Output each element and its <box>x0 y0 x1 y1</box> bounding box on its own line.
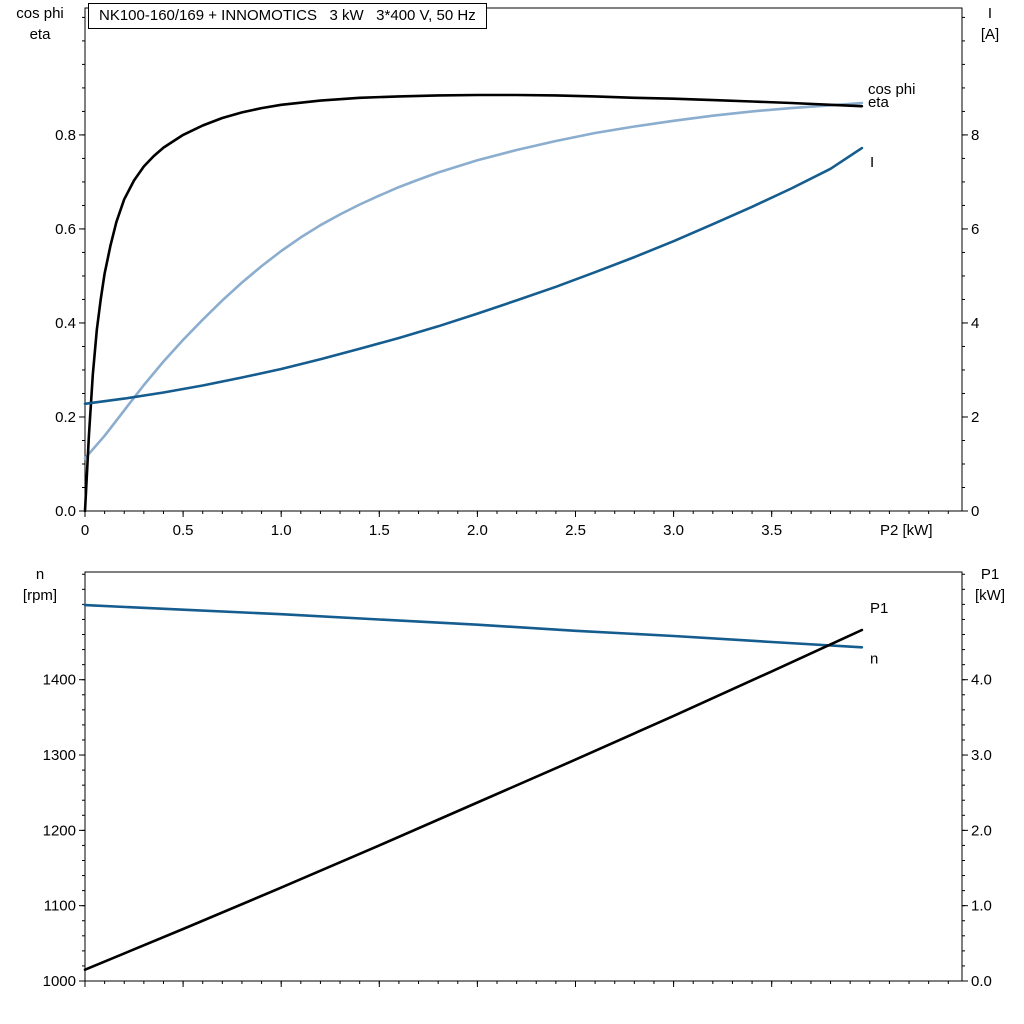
x-tick-label: 0.5 <box>173 522 194 539</box>
right-tick-label: 0.0 <box>971 973 992 990</box>
lower-x-axis <box>84 981 949 987</box>
x-tick-label: 2.0 <box>467 522 488 539</box>
chart-title-box: NK100-160/169 + INNOMOTICS 3 kW 3*400 V,… <box>88 3 487 29</box>
left-tick-label: 0.2 <box>55 409 76 426</box>
right-tick-label: 2.0 <box>971 822 992 839</box>
upper-left-axis-title-line2: eta <box>29 26 51 43</box>
lower-left-axis-title-line1: n <box>35 566 45 583</box>
upper-left-axis-title-line1: cos phi <box>16 5 64 22</box>
upper-right-axis-title-line2: [A] <box>980 26 1000 43</box>
series-speed-label: n <box>870 650 878 667</box>
upper-chart: 0 0.5 1.0 1.5 2.0 2.5 3.0 3.5 P2 [kW]0.00.20.40.… <box>55 7 979 539</box>
left-tick-label: 0.6 <box>55 221 76 238</box>
x-tick-label: 3.5 <box>761 522 782 539</box>
lower-left-axis: 1000 1100 1200 1300 1400 <box>43 573 85 990</box>
x-tick-label: 0 <box>81 522 89 539</box>
right-tick-label: 4 <box>971 315 979 332</box>
upper-chart-svg: 0 0.5 1.0 1.5 2.0 2.5 3.0 3.5 P2 [kW]0.00.20.40.… <box>55 7 979 539</box>
left-tick-label: 1400 <box>43 672 76 689</box>
series-current-curve <box>83 146 864 406</box>
right-tick-label: 8 <box>971 127 979 144</box>
right-tick-label: 0 <box>971 503 979 520</box>
lower-right-axis: 0.0 1.0 2.0 3.0 4.0 <box>962 573 992 990</box>
x-tick-label: 3.0 <box>663 522 684 539</box>
right-tick-label: 6 <box>971 221 979 238</box>
upper-right-axis: 0 2 4 6 8 <box>962 16 979 520</box>
right-tick-label: 1.0 <box>971 898 992 915</box>
left-tick-label: 1100 <box>44 898 76 915</box>
series-p1-curve <box>83 628 864 971</box>
upper-left-axis-title: cos phi eta <box>2 3 78 45</box>
x-tick-label: 1.5 <box>369 522 390 539</box>
right-tick-label: 4.0 <box>971 672 992 689</box>
x-tick-label: 2.5 <box>565 522 586 539</box>
x-axis-label: P2 [kW] <box>880 522 933 539</box>
series-eta-curve <box>83 93 864 513</box>
lower-right-axis-title-line2: [kW] <box>975 587 1005 604</box>
upper-right-axis-title: I [A] <box>962 3 1018 45</box>
right-tick-label: 2 <box>971 409 979 426</box>
left-tick-label: 0.8 <box>55 127 76 144</box>
series-speed-curve <box>83 603 864 649</box>
upper-left-axis: 0.0 0.2 0.4 0.6 0.8 <box>55 16 85 520</box>
lower-left-axis-title-line2: [rpm] <box>22 587 58 604</box>
lower-chart: 1000 1100 1200 1300 1400 0.0 1.0 2.0 3.0 4.0 n P1 <box>43 571 992 990</box>
left-tick-label: 1000 <box>43 973 76 990</box>
lower-chart-svg: 1000 1100 1200 1300 1400 0.0 1.0 2.0 3.0 4.0 n P1 <box>43 571 992 990</box>
series-cos-phi-curve <box>83 101 864 460</box>
upper-x-axis: 0 0.5 1.0 1.5 2.0 2.5 3.0 3.5 P2 [kW] <box>81 511 949 539</box>
series-cos-phi-label: cos phi <box>868 81 916 98</box>
lower-right-axis-title-line1: P1 <box>980 566 1000 583</box>
left-tick-label: 0.4 <box>55 315 76 332</box>
x-tick-label: 1.0 <box>271 522 292 539</box>
series-p1-label: P1 <box>870 600 888 617</box>
series-eta-label: eta <box>868 94 890 111</box>
left-tick-label: 1300 <box>43 747 76 764</box>
upper-plot-frame <box>84 7 963 512</box>
upper-right-axis-title-line1: I <box>987 5 993 22</box>
left-tick-label: 0.0 <box>55 503 76 520</box>
lower-plot-frame <box>84 571 963 982</box>
lower-left-axis-title: n [rpm] <box>2 564 78 606</box>
right-tick-label: 3.0 <box>971 747 992 764</box>
lower-right-axis-title: P1 [kW] <box>960 564 1020 606</box>
series-current-label: I <box>870 154 874 171</box>
left-tick-label: 1200 <box>43 822 76 839</box>
